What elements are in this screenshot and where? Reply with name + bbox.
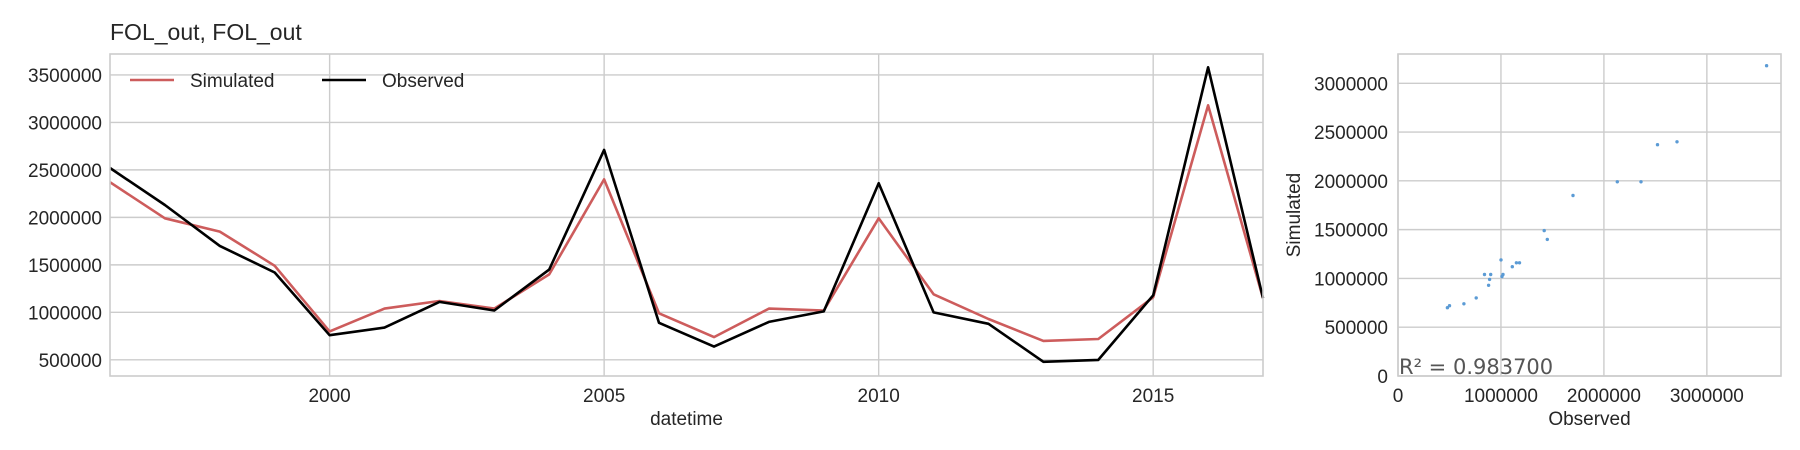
ts-y-tick-label: 1500000 (28, 256, 102, 277)
scatter-y-tick-label: 2000000 (1314, 172, 1388, 193)
scatter-point (1499, 258, 1503, 262)
scatter-point (1501, 272, 1505, 277)
legend[interactable]: Simulated Observed (130, 71, 464, 92)
scatter-point (1675, 140, 1679, 144)
scatter-point (1514, 261, 1519, 265)
scatter-grid (1397, 54, 1781, 377)
scatter-x-tick-labels: 0 1000000 2000000 3000000 (1393, 386, 1744, 407)
ts-x-tick-label: 2015 (1132, 386, 1174, 407)
timeseries-y-tick-labels: 500000 1000000 1500000 2000000 2500000 300000… (28, 66, 102, 372)
scatter-y-axis-label: Simulated (1284, 173, 1305, 258)
ts-y-tick-label: 2500000 (28, 161, 102, 182)
scatter-point (1486, 283, 1491, 287)
scatter-point (1487, 277, 1492, 282)
legend-label-observed: Observed (382, 71, 464, 92)
ts-x-tick-label: 2010 (858, 386, 900, 407)
scatter-point (1615, 180, 1620, 184)
scatter-x-axis-label: Observed (1548, 409, 1630, 430)
ts-y-tick-label: 500000 (39, 351, 102, 372)
series-line-simulated (109, 104, 1265, 343)
scatter-point (1545, 237, 1550, 242)
ts-x-tick-label: 2000 (308, 386, 350, 407)
scatter-point (1655, 143, 1660, 147)
timeseries-title: FOL_out, FOL_out (110, 19, 302, 45)
scatter-y-tick-label: 500000 (1325, 318, 1388, 339)
scatter-y-tick-label: 2500000 (1314, 123, 1388, 144)
timeseries-lines (109, 66, 1265, 364)
scatter-point (1510, 265, 1515, 269)
scatter-x-tick-label: 0 (1393, 386, 1404, 407)
r-squared-annotation: R² = 0.983700 (1399, 355, 1553, 379)
scatter-point (1462, 302, 1466, 306)
scatter-point (1482, 272, 1487, 277)
scatter-x-tick-label: 2000000 (1567, 386, 1641, 407)
scatter-point (1474, 296, 1478, 300)
scatter-point (1639, 180, 1643, 184)
scatter-y-tick-labels: 0 500000 1000000 1500000 2000000 2500000 30000… (1314, 74, 1388, 388)
scatter-points (1445, 63, 1769, 310)
timeseries-x-tick-labels: 2000 2005 2010 2015 (308, 386, 1174, 407)
scatter-point (1764, 63, 1769, 68)
scatter-point (1489, 272, 1493, 277)
scatter-panel: 0 500000 1000000 1500000 2000000 2500000 30000… (1284, 53, 1782, 430)
ts-y-tick-label: 1000000 (28, 303, 102, 324)
timeseries-x-axis-label: datetime (650, 409, 723, 430)
legend-label-simulated: Simulated (190, 71, 275, 92)
scatter-y-tick-label: 0 (1377, 367, 1388, 388)
scatter-point (1517, 261, 1522, 265)
timeseries-frame (109, 53, 1264, 377)
scatter-frame (1397, 53, 1782, 377)
series-line-observed (109, 66, 1265, 364)
scatter-x-tick-label: 3000000 (1670, 386, 1744, 407)
ts-y-tick-label: 3000000 (28, 113, 102, 134)
scatter-point (1542, 228, 1546, 233)
scatter-point (1571, 193, 1575, 198)
scatter-y-tick-label: 3000000 (1314, 74, 1388, 95)
scatter-y-tick-label: 1000000 (1314, 269, 1388, 290)
timeseries-grid (110, 54, 1263, 376)
scatter-point (1447, 304, 1452, 308)
timeseries-panel: FOL_out, FOL_out 500000 1000000 1500000 200… (28, 19, 1265, 430)
ts-y-tick-label: 3500000 (28, 66, 102, 87)
scatter-y-tick-label: 1500000 (1314, 221, 1388, 242)
ts-x-tick-label: 2005 (583, 386, 625, 407)
scatter-x-tick-label: 1000000 (1464, 386, 1538, 407)
ts-y-tick-label: 2000000 (28, 208, 102, 229)
